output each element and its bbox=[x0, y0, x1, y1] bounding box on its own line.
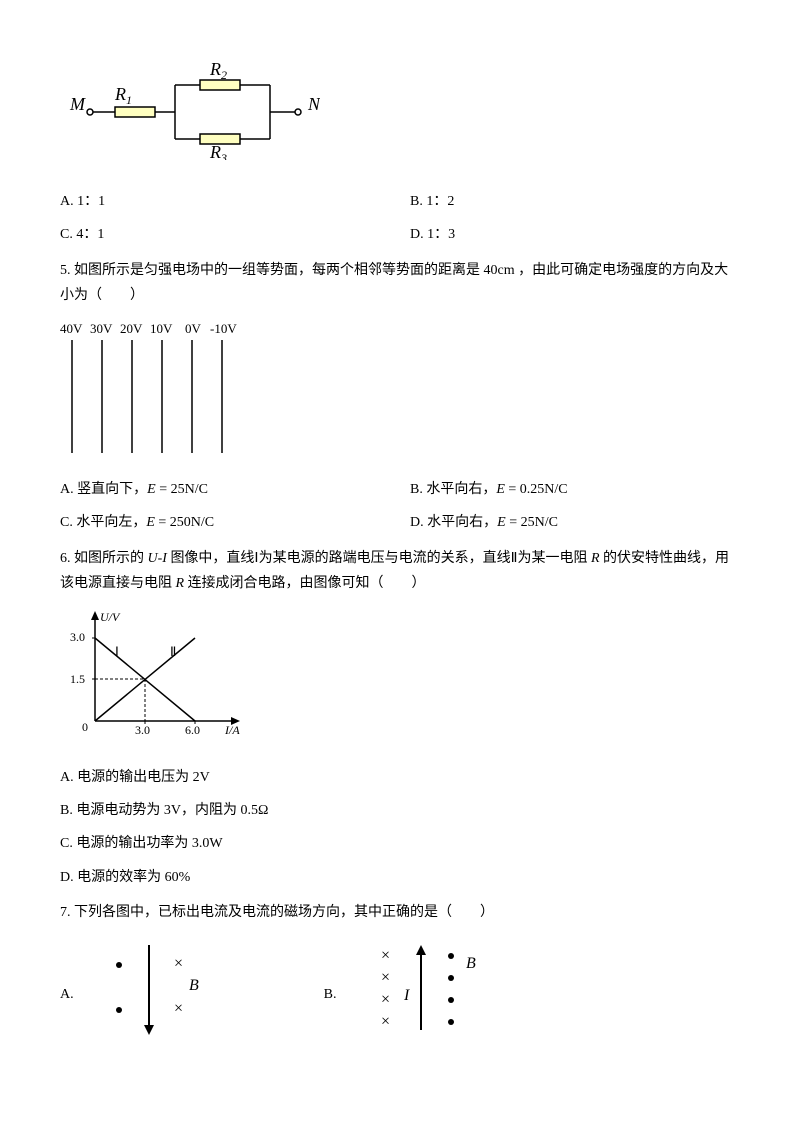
q6-option-c: C. 电源的输出功率为 3.0W bbox=[60, 831, 734, 856]
ytick-15: 1.5 bbox=[70, 672, 85, 686]
x-symbol: × bbox=[381, 991, 390, 1008]
q6-option-d: D. 电源的效率为 60% bbox=[60, 865, 734, 890]
q4-option-c: C. 4：1 bbox=[60, 222, 410, 247]
voltage-5: -10V bbox=[210, 321, 237, 336]
terminal-n: N bbox=[307, 94, 320, 114]
label-r1: R1 bbox=[114, 84, 132, 107]
y-axis-label: U/V bbox=[100, 610, 121, 624]
ytick-0: 0 bbox=[82, 720, 88, 734]
q5-option-d: D. 水平向右，E = 25N/C bbox=[410, 510, 734, 535]
b-label: B bbox=[466, 955, 476, 972]
x-symbol: × bbox=[381, 947, 390, 964]
q5-options-row2: C. 水平向左，E = 250N/C D. 水平向右，E = 25N/C bbox=[60, 510, 734, 535]
i-label: I bbox=[403, 987, 410, 1004]
equipotential-diagram: 40V 30V 20V 10V 0V -10V bbox=[60, 318, 734, 467]
voltage-1: 30V bbox=[90, 321, 113, 336]
q7-diagram-a: × × B bbox=[94, 940, 224, 1049]
x-symbol: × bbox=[174, 1000, 183, 1017]
x-axis-label: I/A bbox=[224, 723, 240, 737]
q5-option-c: C. 水平向左，E = 250N/C bbox=[60, 510, 410, 535]
q6-option-a: A. 电源的输出电压为 2V bbox=[60, 765, 734, 790]
q4-options-row1: A. 1：1 B. 1：2 bbox=[60, 189, 734, 214]
voltage-4: 0V bbox=[185, 321, 202, 336]
xtick-6: 6.0 bbox=[185, 723, 200, 737]
q5-options-row1: A. 竖直向下，E = 25N/C B. 水平向右，E = 0.25N/C bbox=[60, 477, 734, 502]
circuit-diagram: M R1 R2 R3 N bbox=[60, 60, 734, 169]
q5-text: 5. 如图所示是匀强电场中的一组等势面，每两个相邻等势面的距离是 40cm ，由… bbox=[60, 258, 734, 308]
q7-options-row: A. × × B B. I × × × × bbox=[60, 940, 734, 1049]
q7-option-a-label: A. bbox=[60, 982, 74, 1007]
b-label: B bbox=[189, 977, 199, 994]
q5-option-b: B. 水平向右，E = 0.25N/C bbox=[410, 477, 734, 502]
q4-option-a: A. 1：1 bbox=[60, 189, 410, 214]
voltage-3: 10V bbox=[150, 321, 173, 336]
q6-text: 6. 如图所示的 U-I 图像中，直线Ⅰ为某电源的路端电压与电流的关系，直线Ⅱ为… bbox=[60, 546, 734, 596]
q4-option-b: B. 1：2 bbox=[410, 189, 734, 214]
q5-option-a: A. 竖直向下，E = 25N/C bbox=[60, 477, 410, 502]
x-symbol: × bbox=[381, 1013, 390, 1030]
x-symbol: × bbox=[381, 969, 390, 986]
q7-text: 7. 下列各图中，已标出电流及电流的磁场方向，其中正确的是（ ） bbox=[60, 900, 734, 925]
xtick-3: 3.0 bbox=[135, 723, 150, 737]
q7-option-b-label: B. bbox=[324, 982, 337, 1007]
q7-diagram-b: I × × × × B bbox=[356, 940, 496, 1049]
line-label-2: Ⅱ bbox=[170, 644, 176, 659]
label-r2: R2 bbox=[209, 60, 227, 82]
voltage-0: 40V bbox=[60, 321, 83, 336]
terminal-m: M bbox=[69, 94, 86, 114]
line-label-1: Ⅰ bbox=[115, 644, 119, 659]
voltage-2: 20V bbox=[120, 321, 143, 336]
ui-graph: U/V 3.0 1.5 0 3.0 6.0 I/A Ⅰ Ⅱ bbox=[60, 606, 734, 755]
q4-option-d: D. 1：3 bbox=[410, 222, 734, 247]
q4-options-row2: C. 4：1 D. 1：3 bbox=[60, 222, 734, 247]
ytick-3: 3.0 bbox=[70, 630, 85, 644]
q6-option-b: B. 电源电动势为 3V，内阻为 0.5Ω bbox=[60, 798, 734, 823]
x-symbol: × bbox=[174, 955, 183, 972]
